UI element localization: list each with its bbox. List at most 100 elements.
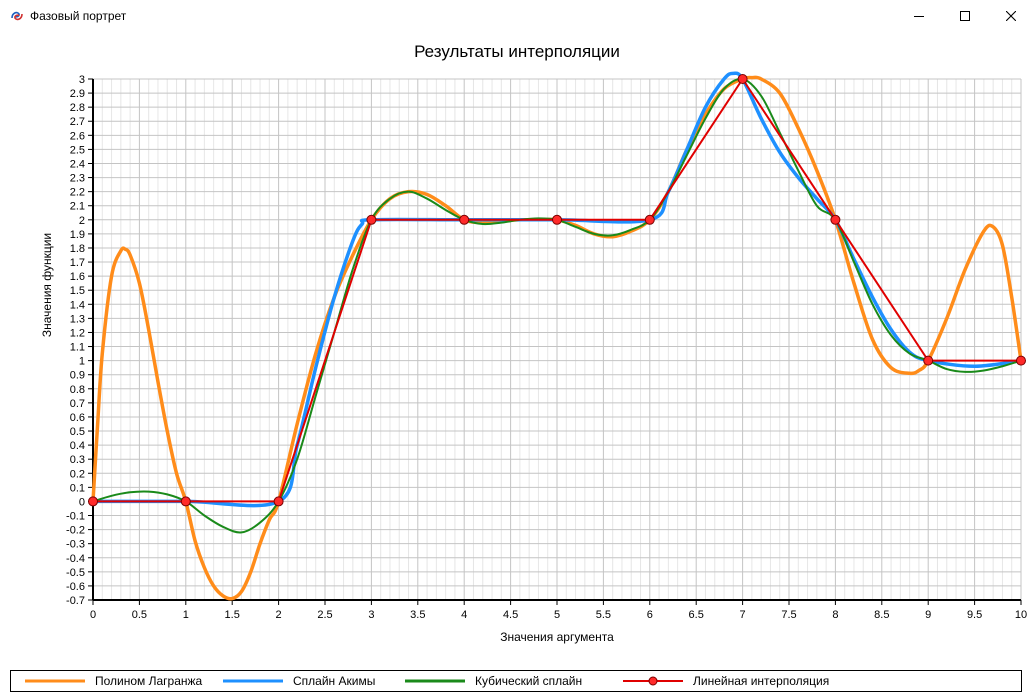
- maximize-button[interactable]: [942, 0, 988, 32]
- x-tick-label: 7.5: [781, 609, 796, 621]
- y-tick-label: 2.5: [70, 144, 85, 156]
- y-tick-label: 1.7: [70, 257, 85, 269]
- legend-swatch: [405, 679, 465, 683]
- y-tick-label: 2.8: [70, 102, 85, 114]
- x-tick-label: 3.5: [410, 609, 425, 621]
- y-tick-label: 2.1: [70, 201, 85, 213]
- y-tick-label: 0.8: [70, 384, 85, 396]
- legend-item: Полином Лагранжа: [23, 671, 202, 691]
- phase-portrait-app-icon: [11, 11, 23, 21]
- x-tick-label: 8.5: [874, 609, 889, 621]
- data-point-marker: [459, 214, 470, 225]
- data-point-marker: [552, 214, 562, 225]
- y-tick-label: 1.6: [70, 271, 85, 283]
- y-tick-label: 0.4: [70, 440, 85, 452]
- maximize-icon: [960, 11, 970, 21]
- data-point-marker: [180, 496, 191, 507]
- y-tick-label: 0.2: [70, 468, 85, 480]
- legend-item: Линейная интерполяция: [621, 671, 829, 691]
- minimize-button[interactable]: [896, 0, 942, 32]
- y-tick-label: 2.7: [70, 116, 85, 128]
- x-tick-label: 4.5: [503, 609, 518, 621]
- x-tick-label: 7: [740, 609, 746, 621]
- x-tick-label: 2: [276, 609, 282, 621]
- akima-spline-line: [91, 71, 1023, 508]
- y-tick-label: 1.1: [70, 342, 85, 354]
- x-tick-label: 1.5: [225, 609, 240, 621]
- legend-swatch: [25, 679, 85, 683]
- x-tick-label: 2.5: [317, 609, 332, 621]
- legend-item: Сплайн Акимы: [221, 671, 375, 691]
- y-tick-label: 2.4: [70, 158, 85, 170]
- legend-label: Полином Лагранжа: [95, 674, 203, 688]
- legend-label: Кубический сплайн: [475, 674, 583, 688]
- y-tick-label: 1: [79, 356, 85, 368]
- data-point-marker: [366, 214, 377, 225]
- y-tick-label: 0.1: [70, 482, 85, 494]
- y-tick-label: 1.8: [70, 243, 85, 255]
- minimize-icon: [914, 16, 924, 17]
- x-tick-label: 6.5: [689, 609, 704, 621]
- y-tick-label: 1.4: [70, 299, 85, 311]
- y-tick-label: 0.6: [70, 412, 85, 424]
- data-point-marker: [830, 214, 841, 225]
- legend-label: Сплайн Акимы: [293, 674, 376, 688]
- y-tick-label: 0.5: [70, 426, 85, 438]
- y-tick-label: 0.3: [70, 454, 85, 466]
- y-tick-label: 1.5: [70, 285, 85, 297]
- legend-swatch-marker: [648, 676, 658, 686]
- window-titlebar: Фазовый портрет: [0, 0, 1034, 32]
- y-tick-label: -0.6: [66, 581, 85, 593]
- data-point-marker: [644, 214, 655, 225]
- x-tick-label: 0.5: [132, 609, 147, 621]
- chart-legend: Полином Лагранжа Сплайн Акимы Кубический с…: [10, 670, 1022, 692]
- x-tick-label: 4: [461, 609, 467, 621]
- y-axis-title: Значения функции: [40, 232, 54, 338]
- close-button[interactable]: [988, 0, 1034, 32]
- y-tick-label: -0.3: [66, 539, 85, 551]
- data-point-marker: [737, 74, 748, 84]
- y-tick-label: -0.7: [66, 595, 85, 607]
- y-tick-label: 1.9: [70, 229, 85, 241]
- data-point-marker: [88, 496, 98, 507]
- x-tick-label: 3: [368, 609, 374, 621]
- legend-label: Линейная интерполяция: [693, 674, 830, 688]
- x-tick-label: 6: [647, 609, 653, 621]
- x-axis-title: Значения аргумента: [500, 630, 614, 644]
- y-tick-label: 1.2: [70, 327, 85, 339]
- y-tick-label: 0.9: [70, 370, 85, 382]
- y-tick-label: 2.3: [70, 173, 85, 185]
- y-tick-label: 2.6: [70, 130, 85, 142]
- x-tick-label: 5.5: [596, 609, 611, 621]
- y-tick-label: -0.4: [66, 553, 85, 565]
- y-tick-label: 2: [79, 215, 85, 227]
- y-tick-label: 0: [79, 496, 85, 508]
- y-tick-label: 3: [79, 74, 85, 86]
- y-tick-label: 2.2: [70, 187, 85, 199]
- x-tick-label: 0: [90, 609, 96, 621]
- interpolation-chart: 0 0.5 1 1.5 2 2.5 3 3.5 4 4.5 5 5.5 6 6.5 7 7.5 8 8.5 9 9.5…: [66, 71, 1027, 621]
- data-point-marker: [923, 355, 934, 366]
- x-tick-label: 9.5: [967, 609, 982, 621]
- lagrange-polynomial-line: [91, 75, 1023, 601]
- x-tick-label: 5: [554, 609, 560, 621]
- close-icon: [1006, 11, 1016, 21]
- data-point-marker: [1016, 355, 1026, 366]
- y-tick-label: 0.7: [70, 398, 85, 410]
- data-point-marker: [273, 496, 284, 507]
- y-tick-label: -0.5: [66, 567, 85, 579]
- chart-area: Результаты интерполяции 0 0.5 1 1.5 2 2.5 3 3.5…: [0, 32, 1034, 695]
- y-tick-label: -0.2: [66, 525, 85, 537]
- x-tick-label: 9: [925, 609, 931, 621]
- y-tick-label: -0.1: [66, 511, 85, 523]
- chart-title: Результаты интерполяции: [414, 42, 620, 61]
- y-tick-label: 2.9: [70, 88, 85, 100]
- legend-swatch: [623, 676, 683, 686]
- x-tick-label: 8: [832, 609, 838, 621]
- x-tick-label: 1: [183, 609, 189, 621]
- window-title: Фазовый портрет: [30, 9, 127, 23]
- y-tick-label: 1.3: [70, 313, 85, 325]
- x-tick-label: 10: [1015, 609, 1027, 621]
- legend-swatch: [223, 679, 283, 683]
- legend-item: Кубический сплайн: [403, 671, 582, 691]
